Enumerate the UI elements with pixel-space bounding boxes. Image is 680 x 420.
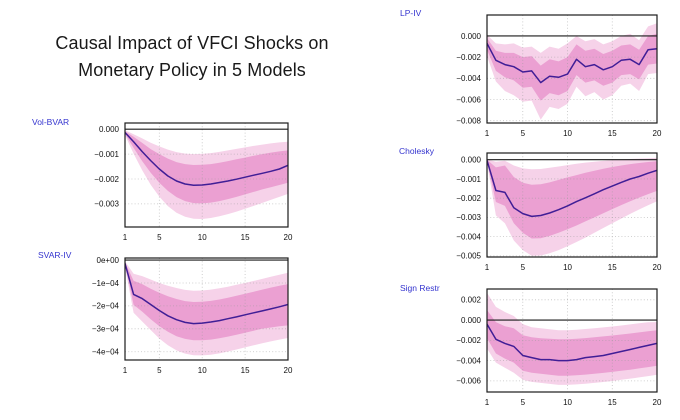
- plot-frame: [124, 257, 289, 361]
- median-line: [487, 323, 657, 362]
- confidence-band-inner: [487, 159, 657, 239]
- x-axis-tick-label: 1: [123, 233, 128, 242]
- x-axis-tick-label: 1: [485, 129, 490, 138]
- median-line: [487, 159, 657, 218]
- chart-label-lp-iv: LP-IV: [400, 8, 422, 18]
- x-axis-tick-label: 10: [563, 263, 572, 272]
- y-axis-tick-label: −0.005: [456, 252, 481, 261]
- x-axis-tick-label: 15: [608, 398, 617, 407]
- x-axis-tick-label: 20: [653, 129, 662, 138]
- x-axis-tick-label: 1: [123, 366, 128, 375]
- x-axis-tick-label: 1: [485, 263, 490, 272]
- x-axis-tick-label: 10: [563, 398, 572, 407]
- x-axis-tick-label: 5: [157, 366, 162, 375]
- x-axis-tick-label: 5: [521, 263, 526, 272]
- y-axis-tick-label: −0.002: [456, 53, 481, 62]
- y-axis-tick-label: −3e−04: [92, 325, 120, 334]
- y-axis-tick-label: −4e−04: [92, 348, 120, 357]
- y-axis-tick-label: −0.006: [456, 377, 481, 386]
- chart-cholesky: 0.000 −0.001 −0.002 −0.003 −0.004 −0.005 1 5 10 1…: [439, 147, 665, 277]
- chart-label-sign-restr: Sign Restr: [400, 283, 440, 293]
- y-axis-tick-label: −0.002: [456, 194, 481, 203]
- y-axis-tick-label: −2e−04: [92, 302, 120, 311]
- x-axis-tick-label: 10: [563, 129, 572, 138]
- x-axis-tick-label: 20: [284, 366, 293, 375]
- y-axis-tick-label: −0.004: [456, 74, 481, 83]
- y-axis-tick-label: −0.001: [94, 150, 119, 159]
- x-axis-tick-label: 20: [653, 263, 662, 272]
- x-axis-tick-label: 20: [284, 233, 293, 242]
- chart-svar-iv: 0e+00 −1e−04 −2e−04 −3e−04 −4e−04 1 5 10 15 20: [77, 252, 296, 380]
- slide-title-line1: Causal Impact of VFCI Shocks on: [55, 33, 329, 53]
- y-axis-tick-label: −0.003: [94, 200, 119, 209]
- median-line: [125, 131, 288, 186]
- chart-label-vol-bvar: Vol-BVAR: [32, 117, 70, 127]
- y-axis-tick-label: 0.002: [461, 296, 482, 305]
- confidence-band-inner: [125, 262, 288, 341]
- y-axis-tick-label: −0.002: [94, 175, 119, 184]
- y-axis-tick-label: −0.001: [456, 175, 481, 184]
- chart-label-svar-iv: SVAR-IV: [38, 250, 72, 260]
- x-axis-tick-label: 15: [241, 366, 250, 375]
- chart-label-cholesky: Cholesky: [399, 146, 434, 156]
- x-axis-tick-label: 20: [653, 398, 662, 407]
- y-axis-tick-label: −0.008: [456, 116, 481, 125]
- plot-frame: [486, 152, 658, 258]
- y-axis-tick-label: −0.004: [456, 232, 481, 241]
- plot-frame: [486, 14, 658, 124]
- x-axis-tick-label: 15: [608, 263, 617, 272]
- y-axis-tick-label: −1e−04: [92, 279, 120, 288]
- y-axis-tick-label: 0.000: [99, 125, 120, 134]
- chart-vol-bvar: 0.000 −0.001 −0.002 −0.003 1 5 10 15 20: [77, 117, 296, 247]
- slide-title-line2: Monetary Policy in 5 Models: [78, 59, 306, 80]
- x-axis-tick-label: 5: [157, 233, 162, 242]
- confidence-band-inner: [487, 310, 657, 376]
- plot-frame: [124, 122, 289, 228]
- y-axis-tick-label: 0.000: [461, 316, 482, 325]
- y-axis-tick-label: 0e+00: [97, 256, 120, 265]
- slide-title: Causal Impact of VFCI Shocks on Monetary…: [36, 30, 348, 83]
- chart-lp-iv: 0.000 −0.002 −0.004 −0.006 −0.008 1 5 10 15 20: [439, 9, 665, 143]
- y-axis-tick-label: −0.002: [456, 336, 481, 345]
- confidence-band-inner: [125, 131, 288, 204]
- x-axis-tick-label: 5: [521, 129, 526, 138]
- chart-sign-restr: 0.002 0.000 −0.002 −0.004 −0.006 1 5 10 15 20: [439, 283, 665, 412]
- impulse-response-plot: 0e+00−1e−04−2e−04−3e−04−4e−041 5 10 15 20: [92, 256, 293, 375]
- x-axis-tick-label: 5: [521, 398, 526, 407]
- y-axis-tick-label: −0.006: [456, 95, 481, 104]
- x-axis-tick-label: 10: [198, 366, 207, 375]
- x-axis-tick-label: 15: [241, 233, 250, 242]
- plot-frame: [486, 288, 658, 393]
- median-line: [487, 42, 657, 84]
- median-line: [125, 262, 288, 325]
- y-axis-tick-label: −0.004: [456, 356, 481, 365]
- x-axis-tick-label: 1: [485, 398, 490, 407]
- x-axis-tick-label: 10: [198, 233, 207, 242]
- x-axis-tick-label: 15: [608, 129, 617, 138]
- y-axis-tick-label: 0.000: [461, 32, 482, 41]
- y-axis-tick-label: 0.000: [461, 156, 482, 165]
- y-axis-tick-label: −0.003: [456, 213, 481, 222]
